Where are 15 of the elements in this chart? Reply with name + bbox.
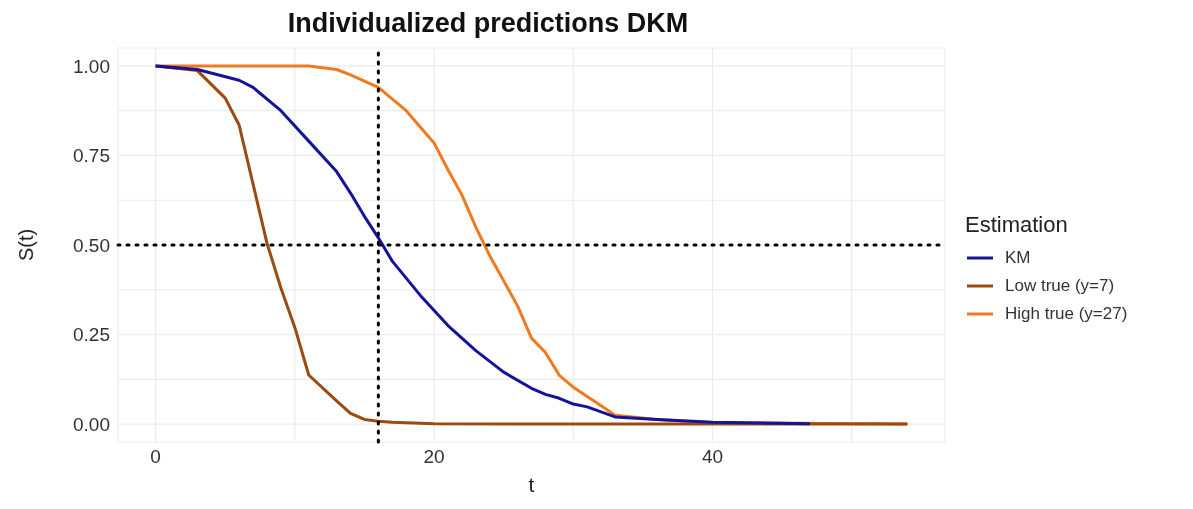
x-tick-label: 0 bbox=[150, 446, 161, 468]
legend-title: Estimation bbox=[965, 212, 1069, 238]
legend-label: Low true (y=7) bbox=[1005, 276, 1115, 296]
x-tick-label: 20 bbox=[423, 446, 445, 468]
x-tick-label: 40 bbox=[701, 446, 724, 468]
y-tick-label: 0.00 bbox=[73, 413, 110, 435]
y-tick-label: 0.50 bbox=[73, 234, 110, 256]
y-tick-label: 0.25 bbox=[73, 324, 110, 346]
y-axis-title: S(t) bbox=[15, 228, 38, 262]
x-axis-title: t bbox=[528, 473, 535, 496]
legend-label: High true (y=27) bbox=[1005, 304, 1128, 324]
legend-label: KM bbox=[1005, 248, 1031, 268]
y-tick-label: 1.00 bbox=[73, 55, 110, 77]
y-tick-label: 0.75 bbox=[73, 145, 110, 167]
chart-title: Individualized predictions DKM bbox=[286, 8, 690, 40]
